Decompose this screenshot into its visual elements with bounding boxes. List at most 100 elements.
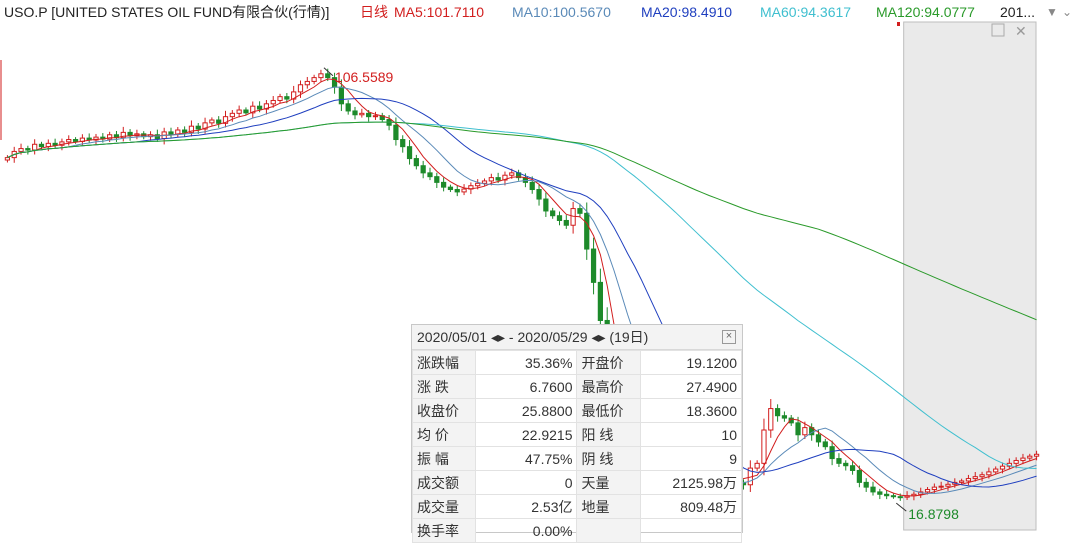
candle-body xyxy=(263,103,270,110)
candle-body xyxy=(66,139,72,143)
stats-label: 均 价 xyxy=(411,422,477,447)
prev-next-arrows-icon-2[interactable]: ◂▸ xyxy=(591,329,610,345)
dropdown-icon[interactable]: ▼ xyxy=(1046,5,1058,19)
candle-body xyxy=(168,131,174,135)
stats-value: 809.48万 xyxy=(639,494,743,519)
candle-body xyxy=(754,462,760,469)
stats-label: 地量 xyxy=(576,494,641,519)
candle-body xyxy=(1013,459,1019,464)
year-label: 201... xyxy=(1000,4,1036,20)
candle-body xyxy=(32,143,38,151)
candle-body xyxy=(434,176,440,183)
candle-body xyxy=(570,208,576,226)
candle-body xyxy=(556,215,563,221)
stats-value: 47.75% xyxy=(475,446,578,471)
candle-body xyxy=(1020,457,1026,461)
stats-row: 成交额 0 天量 2125.98万 xyxy=(411,470,743,495)
candle-body xyxy=(986,471,992,476)
candle-body xyxy=(931,486,937,491)
stats-label: 换手率 xyxy=(411,518,477,543)
candle-body xyxy=(774,408,781,417)
candle-body xyxy=(836,458,842,464)
candle-body xyxy=(250,105,256,114)
candle-body xyxy=(829,446,835,460)
chevron-down-icon[interactable]: ⌄ xyxy=(1062,5,1073,19)
candle-body xyxy=(529,181,535,191)
stats-row: 换手率 0.00% xyxy=(411,518,743,543)
candle-body xyxy=(366,112,372,118)
candle-body xyxy=(325,73,331,79)
candle-body xyxy=(481,180,488,184)
stats-value: 25.8800 xyxy=(475,398,578,423)
candle-body xyxy=(256,105,263,110)
stats-row: 成交量 2.53亿 地量 809.48万 xyxy=(411,494,743,519)
candle-body xyxy=(304,80,310,86)
candle-body xyxy=(822,441,828,448)
period-label[interactable]: 日线 xyxy=(360,4,388,20)
ma120-label: MA120:94.0777 xyxy=(876,4,975,20)
ma20-label: MA20:98.4910 xyxy=(641,4,733,20)
candle-body xyxy=(38,143,45,148)
candle-body xyxy=(897,496,903,499)
candle-body xyxy=(890,495,897,498)
high-pointer xyxy=(323,67,334,77)
candle-body xyxy=(1027,455,1033,459)
candle-body xyxy=(25,148,31,151)
low-pointer xyxy=(895,502,907,512)
stats-value: 6.7600 xyxy=(475,374,578,399)
stats-value: 19.1200 xyxy=(639,350,743,375)
candle-body xyxy=(495,177,501,181)
stats-label: 阳 线 xyxy=(576,422,641,447)
prev-next-arrows-icon[interactable]: ◂▸ xyxy=(490,329,509,345)
candle-body xyxy=(441,181,447,188)
stats-label: 最低价 xyxy=(576,398,641,423)
stats-label: 涨跌幅 xyxy=(411,350,477,375)
candle-body xyxy=(543,198,549,212)
candle-body xyxy=(924,489,931,493)
candle-body xyxy=(413,158,419,167)
ma120-line xyxy=(7,121,1037,321)
symbol-title: USO.P [UNITED STATES OIL FUND有限合伙(行情)] xyxy=(4,4,330,20)
candle-body xyxy=(270,99,276,105)
candle-body xyxy=(856,469,862,483)
candle-body xyxy=(993,468,999,473)
stats-value xyxy=(639,518,743,543)
selection-range-shade xyxy=(903,21,1037,531)
candle-body xyxy=(406,146,413,160)
candle-body xyxy=(475,182,481,187)
candle-body xyxy=(1033,453,1040,457)
candle-body xyxy=(584,212,590,250)
ma20-line xyxy=(7,97,1037,488)
candle-body xyxy=(427,172,433,178)
candle-body xyxy=(877,491,883,495)
candle-body xyxy=(202,122,208,130)
stats-label: 成交量 xyxy=(411,494,477,519)
candle-body xyxy=(236,109,242,114)
stats-row: 涨 跌 6.7600 最高价 27.4900 xyxy=(411,374,743,399)
candle-body xyxy=(802,427,808,436)
candle-body xyxy=(229,112,235,118)
candle-body xyxy=(972,476,978,480)
ma60-label: MA60:94.3617 xyxy=(760,4,852,20)
stats-label: 成交额 xyxy=(411,470,477,495)
candle-body xyxy=(182,129,188,133)
candle-body xyxy=(338,86,344,105)
stats-value: 35.36% xyxy=(475,350,578,375)
candle-body xyxy=(345,103,351,112)
candle-body xyxy=(420,165,426,174)
candle-body xyxy=(222,116,229,124)
ma10-label: MA10:100.5670 xyxy=(512,4,611,20)
stats-value: 18.3600 xyxy=(639,398,743,423)
candle-body xyxy=(72,139,79,142)
candle-body xyxy=(870,486,876,493)
stats-value: 9 xyxy=(639,446,743,471)
candle-body xyxy=(536,189,542,200)
close-icon[interactable]: × xyxy=(722,330,736,344)
candle-body xyxy=(999,465,1006,470)
candle-body xyxy=(849,465,856,471)
candle-body xyxy=(52,142,58,146)
candle-body xyxy=(93,136,99,141)
candle-body xyxy=(318,73,324,79)
stats-label: 阴 线 xyxy=(576,446,641,471)
candle-body xyxy=(550,210,556,217)
